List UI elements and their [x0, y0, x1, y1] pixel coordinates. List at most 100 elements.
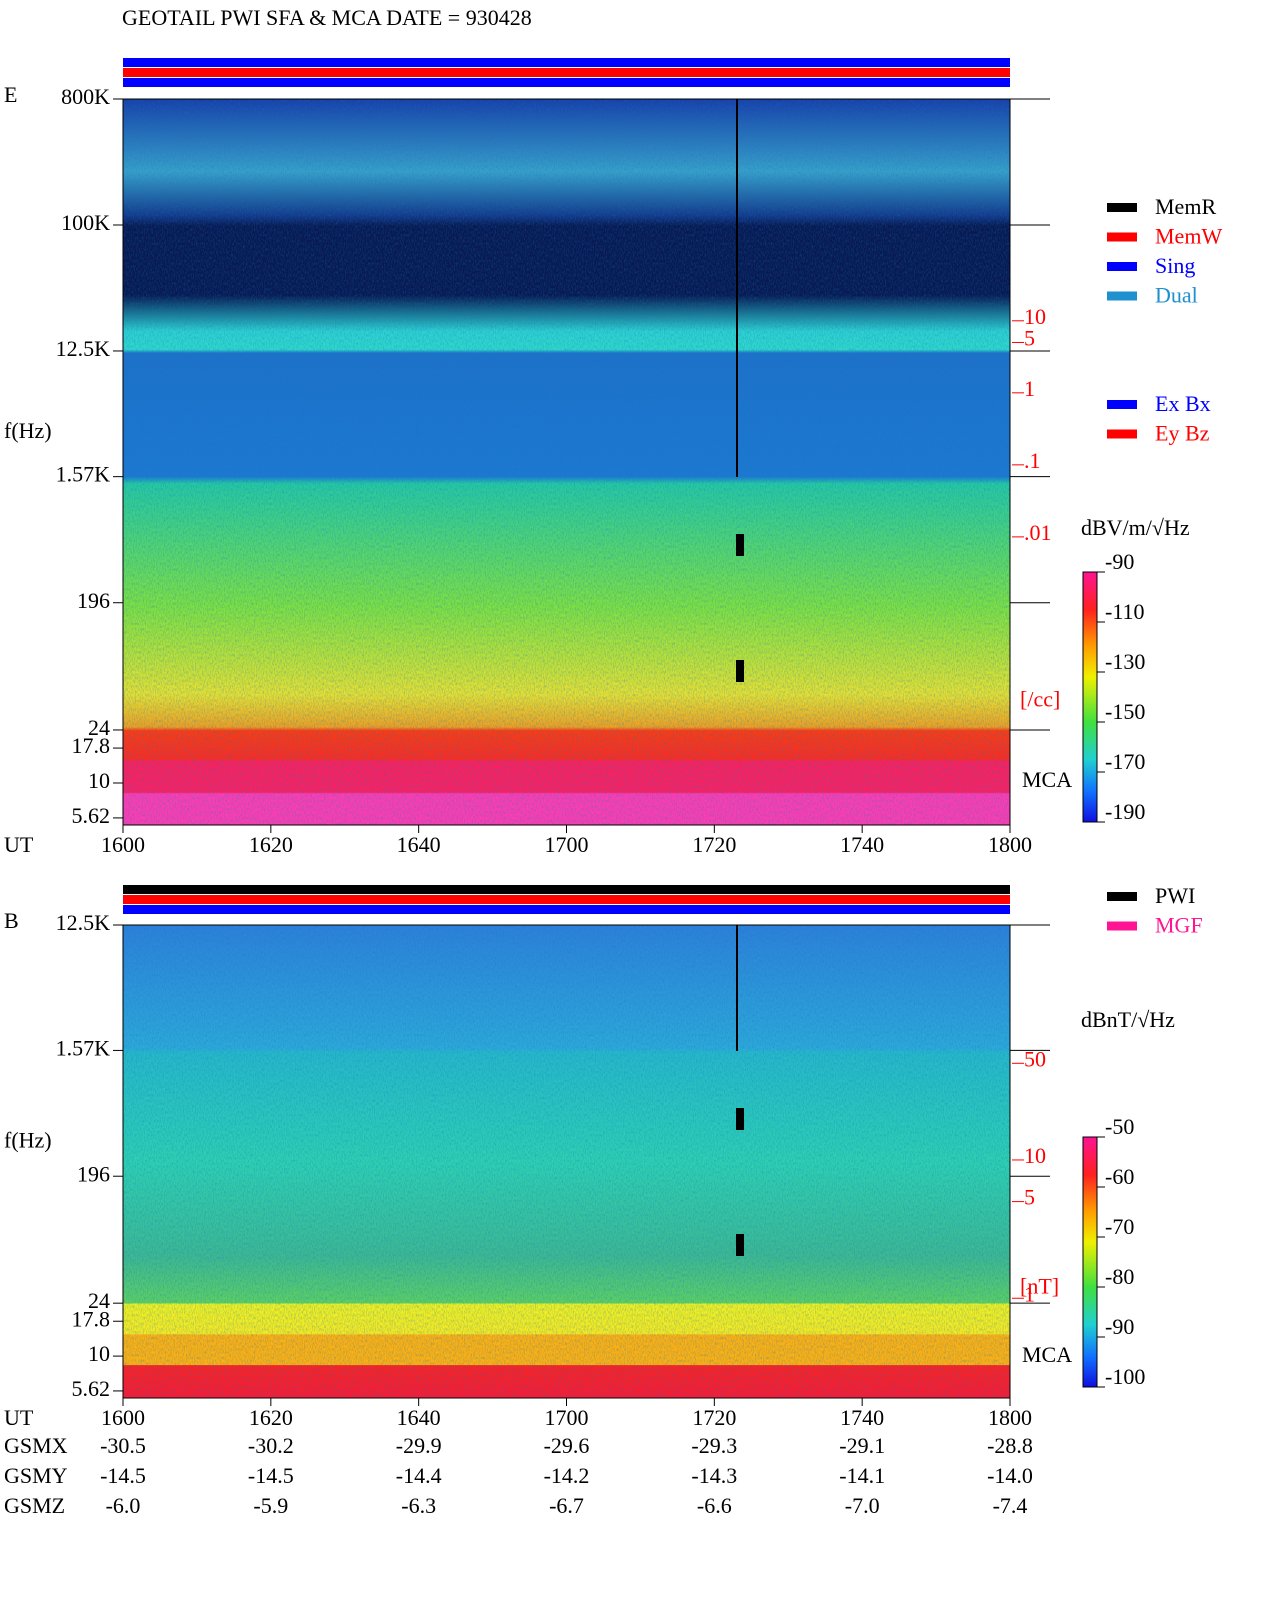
x-tick-label: 1720 [692, 832, 736, 857]
legend-swatch [1107, 262, 1137, 271]
panel-label: B [4, 908, 19, 933]
y2-axis-label: [nT] [1020, 1273, 1059, 1298]
x-tick-label: 1700 [545, 832, 589, 857]
ephemeris-value: -6.3 [401, 1493, 436, 1518]
legend-label: MemR [1155, 194, 1216, 219]
y2-axis-label: [/cc] [1020, 687, 1060, 712]
ephemeris-value: -29.1 [839, 1433, 885, 1458]
legend-swatch [1107, 232, 1137, 242]
legend-label: Ex Bx [1155, 391, 1211, 416]
ephemeris-value: -14.4 [396, 1463, 442, 1488]
colorbar-label: dBnT/√Hz [1081, 1007, 1175, 1032]
legend-label: MGF [1155, 913, 1203, 938]
y-axis-label: f(Hz) [4, 1128, 52, 1153]
x-tick-label: 1600 [101, 832, 145, 857]
ephemeris-value: -28.8 [987, 1433, 1033, 1458]
y2-tick-label: 1 [1024, 1281, 1035, 1306]
y2-tick-label: .01 [1024, 520, 1052, 545]
colorbar-tick-label: -100 [1105, 1364, 1145, 1389]
legend-label: MemW [1155, 224, 1222, 249]
y-tick-label: 196 [77, 588, 110, 613]
status-bar [123, 78, 1010, 87]
ephemeris-value: -7.0 [845, 1493, 880, 1518]
ephemeris-label: GSMY [4, 1463, 68, 1488]
ephemeris-value: -14.2 [544, 1463, 590, 1488]
ephemeris-value: -14.5 [100, 1463, 146, 1488]
legend-swatch [1107, 921, 1137, 931]
colorbar-label: dBV/m/√Hz [1081, 515, 1190, 540]
y-tick-label: 5.62 [72, 1376, 111, 1401]
y-tick-label: 100K [61, 210, 110, 235]
y2-tick-label: 10 [1024, 1143, 1046, 1168]
ephemeris-value: -14.5 [248, 1463, 294, 1488]
legend-label: Sing [1155, 253, 1195, 278]
status-bar [123, 58, 1010, 67]
panel-label: E [4, 82, 17, 107]
spectrogram-image-b [122, 924, 1011, 1399]
y-tick-label: 12.5K [56, 910, 111, 935]
y-tick-label: 1.57K [56, 1035, 111, 1060]
y2-tick-label: 10 [1024, 304, 1046, 329]
legend-swatch [1107, 892, 1137, 901]
x-tick-label: 1600 [101, 1405, 145, 1430]
spectrogram-image-e [122, 98, 1011, 826]
colorbar-tick-label: -130 [1105, 649, 1145, 674]
ephemeris-value: -14.0 [987, 1463, 1033, 1488]
figure-title: GEOTAIL PWI SFA & MCA DATE = 930428 [122, 5, 532, 30]
y-tick-label: 24 [88, 715, 110, 740]
y-tick-label: 17.8 [72, 733, 111, 758]
ephemeris-value: -29.6 [544, 1433, 590, 1458]
legend-swatch [1107, 291, 1137, 301]
legend-label: Ey Bz [1155, 421, 1210, 446]
x-tick-label: 1720 [692, 1405, 736, 1430]
colorbar-tick-label: -80 [1105, 1264, 1134, 1289]
ephemeris-value: -30.2 [248, 1433, 294, 1458]
colorbar-tick-label: -170 [1105, 749, 1145, 774]
x-tick-label: 1640 [397, 1405, 441, 1430]
y-tick-label: 10 [88, 768, 110, 793]
ephemeris-value: -29.3 [691, 1433, 737, 1458]
ephemeris-value: -5.9 [253, 1493, 288, 1518]
ephemeris-label: GSMX [4, 1433, 68, 1458]
x-tick-label: 1620 [249, 832, 293, 857]
colorbar-tick-label: -150 [1105, 699, 1145, 724]
y-axis-label: f(Hz) [4, 418, 52, 443]
legend-swatch [1107, 400, 1137, 409]
colorbar-tick-label: -110 [1105, 599, 1145, 624]
status-bar [123, 905, 1010, 914]
y2-tick-label: 5 [1024, 1185, 1035, 1210]
y-tick-label: 10 [88, 1341, 110, 1366]
y-tick-label: 12.5K [56, 336, 111, 361]
colorbar [1082, 571, 1098, 823]
ephemeris-value: -6.7 [549, 1493, 584, 1518]
y2-tick-label: 50 [1024, 1046, 1046, 1071]
x-tick-label: 1800 [988, 1405, 1032, 1430]
colorbar-tick-label: -90 [1105, 549, 1134, 574]
colorbar-tick-label: -90 [1105, 1314, 1134, 1339]
ephemeris-value: -14.1 [839, 1463, 885, 1488]
legend-swatch [1107, 429, 1137, 439]
ephemeris-value: -14.3 [691, 1463, 737, 1488]
y-tick-label: 17.8 [72, 1306, 111, 1331]
colorbar-tick-label: -190 [1105, 799, 1145, 824]
ephemeris-label: GSMZ [4, 1493, 65, 1518]
ephemeris-value: -30.5 [100, 1433, 146, 1458]
y2-tick-label: .1 [1024, 448, 1041, 473]
status-bar [123, 895, 1010, 904]
x-tick-label: 1640 [397, 832, 441, 857]
y-tick-label: 800K [61, 84, 110, 109]
y2-tick-label: 1 [1024, 376, 1035, 401]
y-tick-label: 1.57K [56, 462, 111, 487]
colorbar-tick-label: -70 [1105, 1214, 1134, 1239]
ephemeris-value: -7.4 [993, 1493, 1028, 1518]
band-label: MCA [1022, 1342, 1072, 1367]
colorbar-tick-label: -50 [1105, 1114, 1134, 1139]
x-axis-label: UT [4, 832, 34, 857]
legend-label: PWI [1155, 883, 1195, 908]
ephemeris-value: -6.6 [697, 1493, 732, 1518]
y-tick-label: 24 [88, 1288, 110, 1313]
status-bar [123, 885, 1010, 894]
legend-label: Dual [1155, 283, 1198, 308]
